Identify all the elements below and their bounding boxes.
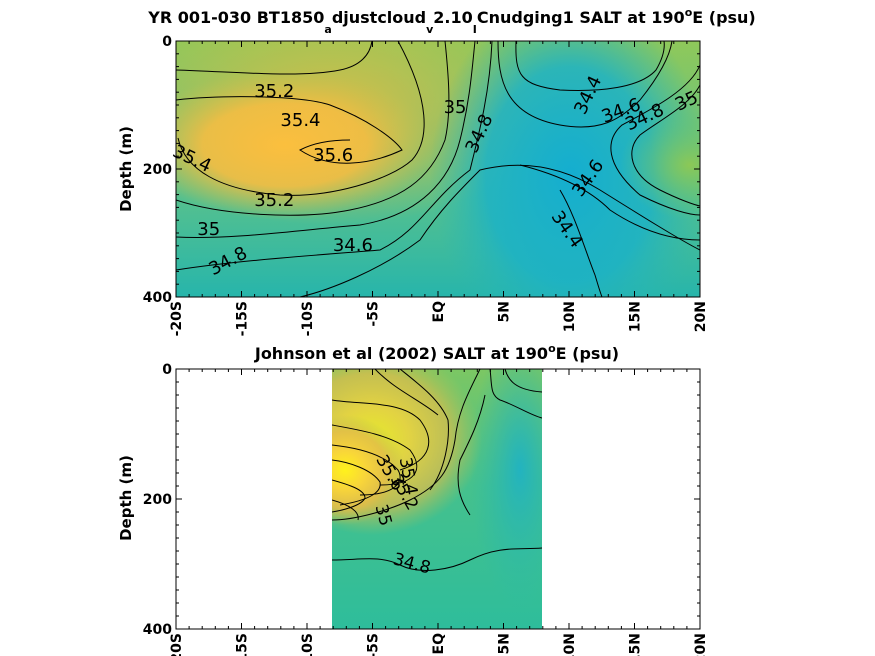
bottom-x-tick-label: -20S: [169, 633, 185, 656]
top-title-part-g: Cnudging1 SALT at 190: [477, 8, 685, 27]
contour-line: [176, 41, 476, 239]
bottom-y-tick-label: 0: [162, 362, 172, 378]
top-title-part-a: YR 001-030 BT1850: [147, 8, 324, 27]
top-salinity-field: [176, 41, 700, 297]
top-title-part-h: o: [685, 6, 693, 19]
contour-line: [177, 41, 425, 196]
contour-line: [504, 369, 542, 393]
contour-line: [176, 41, 450, 216]
bottom-y-axis-title: Depth (m): [117, 455, 135, 541]
top-x-tick-label: -20S: [169, 301, 185, 336]
contour-line: [176, 96, 403, 164]
contour-line: [176, 41, 373, 75]
contour-label: 35: [444, 97, 467, 118]
top-x-tick-label: -5S: [366, 301, 382, 327]
bottom-title-part-a: Johnson et al (2002) SALT at 190: [254, 344, 548, 363]
contour-line: [299, 164, 700, 297]
bottom-contour-lines: [332, 369, 542, 571]
top-x-tick-label: 5N: [497, 301, 513, 322]
bottom-x-tick-label: -15S: [235, 633, 251, 656]
contour-line: [374, 369, 439, 416]
contour-label: 35: [197, 219, 220, 240]
top-x-tick-label: -10S: [300, 301, 316, 336]
contour-line: [332, 369, 481, 521]
top-y-tick-label: 0: [162, 34, 172, 50]
top-contour-lines: [176, 41, 700, 297]
bottom-title-part-b: o: [548, 342, 556, 355]
top-x-tick-label: 20N: [693, 301, 709, 332]
top-x-tick-label: -15S: [235, 301, 251, 336]
bottom-x-tick-label: 20N: [693, 633, 709, 656]
top-title-part-b: a: [324, 23, 331, 36]
top-x-tick-label: 10N: [562, 301, 578, 332]
bottom-x-axis-labels: -20S -15S -10S -5S EQ 5N 10N 15N 20N: [169, 633, 709, 656]
top-y-tick-label: 400: [143, 290, 172, 306]
contour-label: 35.6: [313, 145, 353, 166]
contour-line: [332, 459, 381, 506]
contour-line: [631, 84, 700, 207]
bottom-x-tick-label: EQ: [431, 633, 447, 655]
bottom-y-tick-label: 200: [143, 492, 172, 508]
contour-label: 35.4: [280, 110, 320, 131]
top-y-tick-label: 200: [143, 162, 172, 178]
bottom-title-part-c: E (psu): [556, 344, 620, 363]
contour-line: [497, 41, 673, 128]
contour-line: [457, 394, 486, 516]
top-title-part-i: E (psu): [692, 8, 756, 27]
bottom-chart-title: Johnson et al (2002) SALT at 190oE (psu): [254, 342, 619, 363]
contour-line: [332, 424, 418, 486]
top-y-axis-title: Depth (m): [117, 126, 135, 212]
bottom-x-tick-label: 15N: [628, 633, 644, 656]
contour-line: [399, 369, 449, 491]
contour-label: 35.2: [254, 81, 294, 102]
bottom-y-axis-labels: 0 200 400: [143, 362, 172, 638]
contour-line: [515, 41, 665, 91]
bottom-y-tick-label: 400: [143, 622, 172, 638]
contour-line: [559, 189, 603, 297]
contour-line: [489, 369, 542, 419]
bottom-panel: Johnson et al (2002) SALT at 190oE (psu): [117, 342, 709, 656]
top-x-tick-label: 15N: [628, 301, 644, 332]
top-panel: YR 001-030 BT1850adjustcloudv2.10ICnudgi…: [117, 6, 756, 336]
contour-line: [332, 444, 401, 496]
contour-line: [610, 64, 700, 216]
top-title-part-e: 2.10: [433, 8, 472, 27]
top-chart-title: YR 001-030 BT1850adjustcloudv2.10ICnudgi…: [147, 6, 756, 36]
top-title-part-d: v: [426, 23, 434, 36]
bottom-axis-ticks: [175, 368, 701, 630]
contour-line: [332, 399, 430, 471]
top-title-part-f: I: [473, 23, 477, 36]
bottom-salinity-field: [332, 369, 542, 629]
contour-line: [332, 547, 542, 571]
top-title-part-c: djustcloud: [332, 8, 426, 27]
contour-label: 34.6: [333, 235, 373, 256]
top-x-tick-label: EQ: [431, 301, 447, 323]
top-y-axis-labels: 0 200 400: [143, 34, 172, 306]
bottom-x-tick-label: -10S: [300, 633, 316, 656]
bottom-x-tick-label: 5N: [497, 633, 513, 654]
top-x-axis-labels: -20S -15S -10S -5S EQ 5N 10N 15N 20N: [169, 301, 709, 336]
contour-label: 35.2: [254, 190, 294, 211]
contour-line: [332, 499, 359, 521]
contour-line: [176, 41, 493, 271]
contour-line: [332, 479, 366, 513]
bottom-x-tick-label: 10N: [562, 633, 578, 656]
bottom-x-tick-label: -5S: [366, 633, 382, 656]
top-axis-ticks: [175, 40, 701, 298]
contour-line: [519, 164, 700, 241]
